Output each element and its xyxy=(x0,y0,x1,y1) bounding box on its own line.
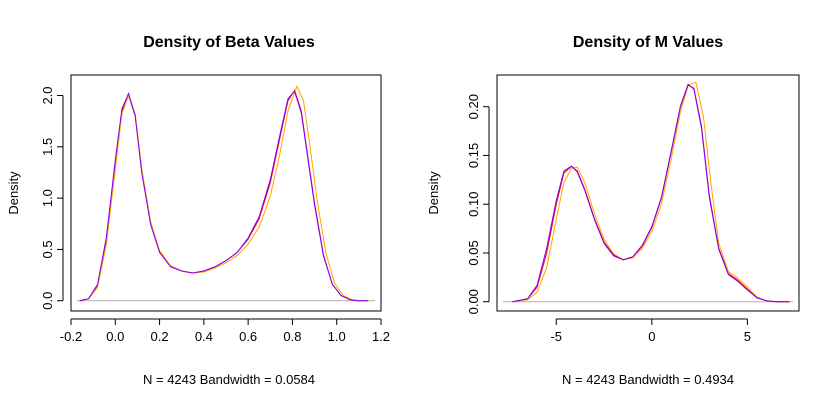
density-curve-3 xyxy=(512,83,790,303)
x-tick-label: 0.6 xyxy=(239,329,257,344)
y-axis-label: Density xyxy=(6,171,21,215)
x-tick-label: -0.2 xyxy=(60,329,82,344)
m-density-chart: Density of M Values Density N = 4243 Ban… xyxy=(426,34,800,387)
y-tick-label: 0.5 xyxy=(40,240,55,258)
density-curve-2 xyxy=(512,84,790,303)
density-curve-2 xyxy=(79,84,370,302)
y-tick-label: 0.20 xyxy=(466,94,481,119)
y-tick-label: 1.5 xyxy=(40,138,55,156)
x-axis: -0.2 0.0 0.2 0.4 0.6 0.8 1.0 1.2 xyxy=(60,318,390,344)
density-curves xyxy=(79,84,370,302)
y-axis: 0.00 0.05 0.10 0.15 0.20 xyxy=(466,94,490,314)
x-tick-label: -5 xyxy=(550,329,562,344)
density-curves xyxy=(512,81,790,303)
y-tick-label: 0.10 xyxy=(466,192,481,217)
plot-frame xyxy=(70,74,382,312)
plot-frame xyxy=(496,74,800,312)
chart-title: Density of M Values xyxy=(573,34,723,51)
y-tick-label: 0.15 xyxy=(466,143,481,168)
y-tick-label: 0.0 xyxy=(40,292,55,310)
chart-title: Density of Beta Values xyxy=(143,34,315,51)
x-tick-label: 0 xyxy=(648,329,655,344)
x-tick-label: 0.2 xyxy=(151,329,169,344)
x-axis: -5 0 5 xyxy=(550,318,751,344)
y-axis: 0.0 0.5 1.0 1.5 2.0 xyxy=(40,86,64,310)
x-tick-label: 1.0 xyxy=(328,329,346,344)
density-curve-1 xyxy=(79,89,368,302)
x-tick-label: 0.0 xyxy=(106,329,124,344)
beta-density-chart: Density of Beta Values Density N = 4243 … xyxy=(6,34,390,387)
density-curve-3 xyxy=(79,90,368,302)
y-tick-label: 1.0 xyxy=(40,189,55,207)
y-tick-label: 2.0 xyxy=(40,86,55,104)
x-tick-label: 0.4 xyxy=(195,329,213,344)
y-tick-label: 0.00 xyxy=(466,289,481,314)
y-axis-label: Density xyxy=(426,171,441,215)
y-tick-label: 0.05 xyxy=(466,240,481,265)
x-axis-label: N = 4243 Bandwidth = 0.0584 xyxy=(143,372,315,387)
x-axis-label: N = 4243 Bandwidth = 0.4934 xyxy=(562,372,734,387)
x-tick-label: 0.8 xyxy=(283,329,301,344)
x-tick-label: 1.2 xyxy=(372,329,390,344)
x-tick-label: 5 xyxy=(744,329,751,344)
density-curve-1 xyxy=(512,81,790,303)
